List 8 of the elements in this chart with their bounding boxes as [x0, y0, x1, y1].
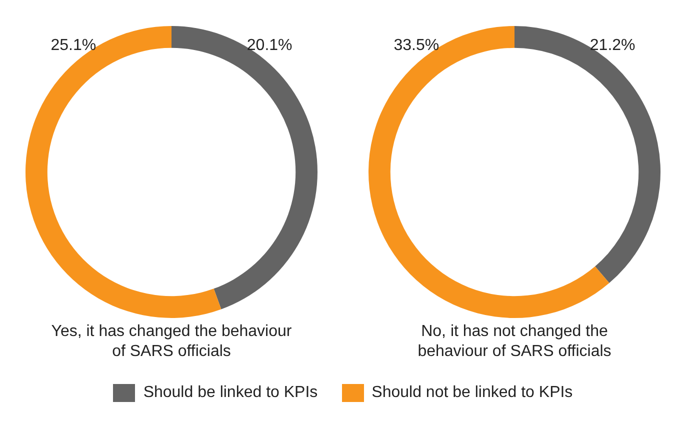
data-label: 20.1%	[246, 37, 292, 54]
data-label: 21.2%	[590, 37, 636, 54]
legend-label: Should not be linked to KPIs	[372, 384, 573, 402]
data-label: 25.1%	[50, 37, 96, 54]
legend-label: Should be linked to KPIs	[143, 384, 318, 402]
text: Yes, it has changed the behaviour of SARS officials	[50, 322, 293, 362]
text: No, it has not changed the behaviour of SARS officials	[416, 322, 612, 362]
data-label: 33.5%	[394, 37, 440, 54]
